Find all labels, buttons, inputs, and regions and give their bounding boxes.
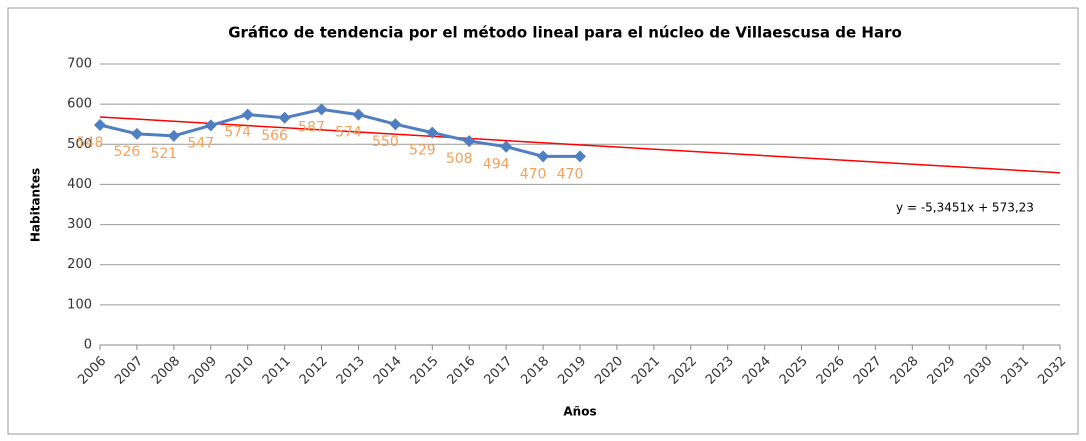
trend-line (99, 116, 1061, 174)
y-tick-label: 600 (67, 97, 92, 112)
data-label: 587 (298, 119, 325, 135)
marker (574, 150, 586, 163)
marker (537, 150, 550, 163)
chart-title: Gráfico de tendencia por el método linea… (228, 24, 902, 42)
marker (352, 108, 365, 121)
y-axis-label: Habitantes (29, 168, 43, 242)
y-tick-label: 400 (67, 177, 92, 192)
data-label: 550 (372, 134, 399, 150)
data-label: 470 (520, 166, 547, 182)
marker (278, 111, 291, 124)
trend-equation: y = -5,3451x + 573,23 (896, 201, 1034, 215)
data-label: 548 (77, 135, 104, 151)
data-label: 521 (150, 146, 177, 162)
marker (167, 129, 180, 142)
data-label: 529 (409, 143, 436, 159)
marker (204, 119, 217, 132)
data-label: 574 (335, 125, 362, 141)
data-label: 508 (446, 151, 473, 167)
marker (241, 108, 254, 121)
series-line (99, 107, 580, 158)
chart-frame (7, 7, 1079, 435)
y-tick-label: 300 (67, 217, 92, 232)
marker (389, 118, 402, 131)
marker (94, 119, 106, 132)
marker (426, 126, 439, 139)
y-tick-label: 500 (67, 137, 92, 152)
data-label: 566 (261, 128, 288, 144)
data-label: 470 (557, 166, 584, 182)
y-tick-label: 700 (67, 57, 92, 72)
y-tick-label: 200 (67, 257, 92, 272)
marker (463, 135, 476, 148)
data-label: 574 (224, 125, 251, 141)
data-label: 526 (114, 144, 141, 160)
data-label: 547 (187, 135, 214, 151)
y-tick-label: 100 (67, 297, 92, 312)
data-label: 494 (483, 157, 510, 173)
marker (130, 127, 143, 140)
marker (500, 140, 513, 153)
marker (315, 103, 328, 116)
y-tick-label: 0 (84, 338, 92, 353)
x-axis-label: Años (563, 405, 596, 419)
